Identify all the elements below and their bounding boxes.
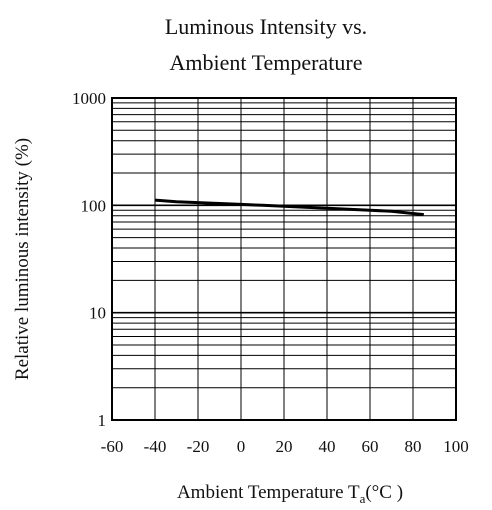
- x-tick-label: 40: [319, 437, 336, 456]
- x-tick-label: -60: [101, 437, 124, 456]
- x-tick-labels: -60 -40 -20 0 20 40 60 80 100: [101, 437, 469, 456]
- grid: [111, 98, 457, 421]
- x-tick-label: -20: [187, 437, 210, 456]
- x-axis-label-subscript: a: [360, 491, 366, 506]
- x-tick-label: 0: [237, 437, 246, 456]
- x-tick-label: -40: [144, 437, 167, 456]
- plot-frame: [111, 97, 457, 421]
- y-tick-labels: 1 10 100 1000: [72, 89, 106, 430]
- series-line-0: [154, 198, 424, 217]
- series-group: [154, 198, 424, 217]
- x-axis-label-unit: (°C ): [365, 482, 403, 503]
- y-tick-label: 10: [89, 304, 106, 323]
- x-tick-label: 100: [443, 437, 469, 456]
- y-tick-label: 100: [81, 196, 107, 215]
- y-axis-label: Relative luminous intensity (%): [12, 138, 33, 380]
- x-axis-label: Ambient Temperature Ta(°C ): [177, 482, 403, 506]
- y-tick-label: 1: [98, 411, 107, 430]
- chart-title-line-1: Luminous Intensity vs.: [165, 14, 367, 39]
- chart-title-line-2: Ambient Temperature: [170, 50, 363, 75]
- x-tick-label: 20: [276, 437, 293, 456]
- x-axis-label-main: Ambient Temperature T: [177, 482, 360, 503]
- x-tick-label: 60: [362, 437, 379, 456]
- y-tick-label: 1000: [72, 89, 106, 108]
- x-tick-label: 80: [405, 437, 422, 456]
